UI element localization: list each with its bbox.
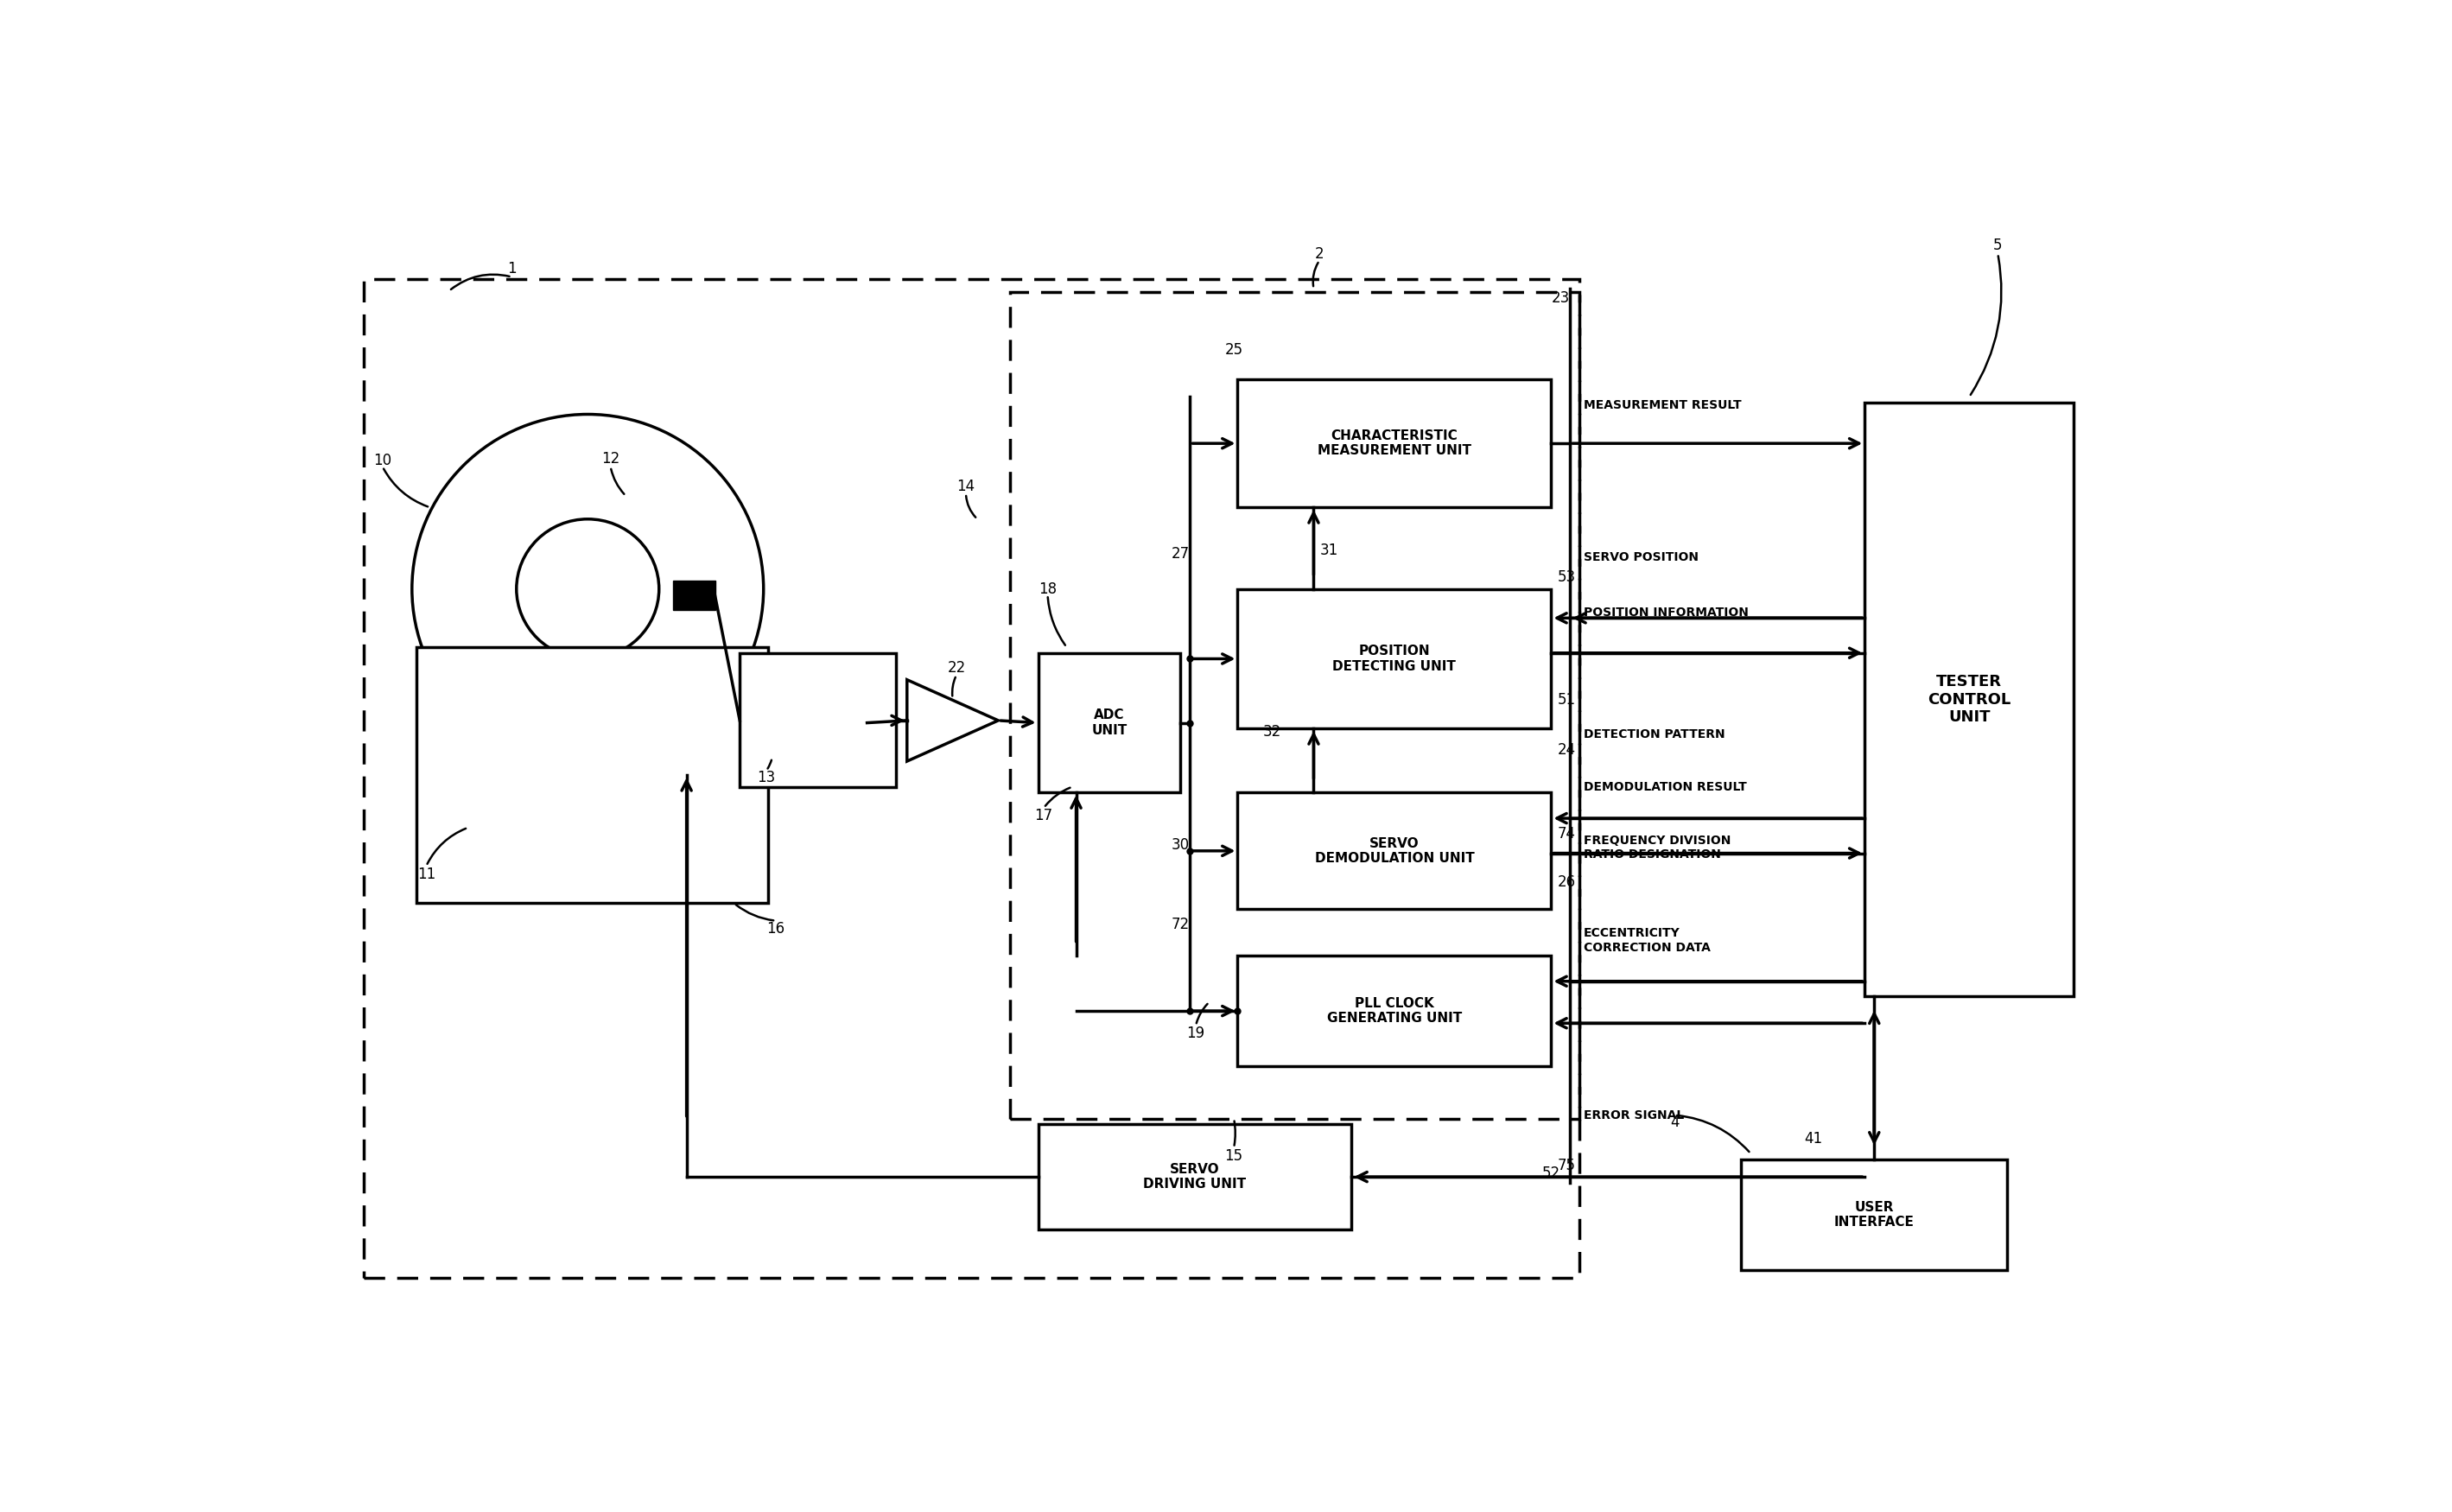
Text: TESTER
CONTROL
UNIT: TESTER CONTROL UNIT bbox=[1927, 674, 2011, 726]
Text: SERVO POSITION: SERVO POSITION bbox=[1584, 552, 1699, 564]
Text: 31: 31 bbox=[1319, 543, 1339, 558]
Text: 23: 23 bbox=[1552, 290, 1569, 305]
FancyBboxPatch shape bbox=[1238, 588, 1552, 729]
Text: 52: 52 bbox=[1542, 1166, 1559, 1181]
FancyBboxPatch shape bbox=[1037, 1125, 1351, 1229]
Text: USER
INTERFACE: USER INTERFACE bbox=[1834, 1201, 1915, 1229]
Text: 51: 51 bbox=[1557, 692, 1577, 708]
Text: POSITION
DETECTING UNIT: POSITION DETECTING UNIT bbox=[1334, 644, 1456, 673]
Text: 18: 18 bbox=[1040, 581, 1057, 597]
Text: 11: 11 bbox=[417, 866, 436, 881]
Text: 25: 25 bbox=[1224, 343, 1243, 358]
Text: 74: 74 bbox=[1557, 826, 1577, 841]
Text: 41: 41 bbox=[1805, 1131, 1822, 1146]
Text: DETECTION PATTERN: DETECTION PATTERN bbox=[1584, 729, 1724, 741]
Text: 72: 72 bbox=[1172, 916, 1189, 931]
Text: 5: 5 bbox=[1993, 237, 2003, 253]
Text: 19: 19 bbox=[1187, 1025, 1204, 1042]
FancyBboxPatch shape bbox=[741, 653, 895, 786]
Text: MEASUREMENT RESULT: MEASUREMENT RESULT bbox=[1584, 399, 1741, 411]
Text: 22: 22 bbox=[946, 661, 966, 676]
Text: ADC
UNIT: ADC UNIT bbox=[1091, 709, 1128, 736]
Text: 27: 27 bbox=[1172, 546, 1189, 562]
Text: 16: 16 bbox=[767, 921, 785, 936]
Ellipse shape bbox=[412, 414, 763, 764]
FancyBboxPatch shape bbox=[1238, 380, 1552, 508]
Text: SERVO
DRIVING UNIT: SERVO DRIVING UNIT bbox=[1143, 1163, 1246, 1191]
Ellipse shape bbox=[517, 519, 660, 659]
Text: 32: 32 bbox=[1263, 724, 1280, 739]
Text: ERROR SIGNAL: ERROR SIGNAL bbox=[1584, 1110, 1685, 1122]
FancyBboxPatch shape bbox=[1238, 792, 1552, 909]
Text: 2: 2 bbox=[1314, 246, 1324, 262]
Text: ECCENTRICITY
CORRECTION DATA: ECCENTRICITY CORRECTION DATA bbox=[1584, 927, 1711, 954]
FancyBboxPatch shape bbox=[1866, 402, 2074, 996]
FancyBboxPatch shape bbox=[1741, 1160, 2008, 1270]
FancyBboxPatch shape bbox=[1238, 956, 1552, 1066]
FancyBboxPatch shape bbox=[674, 581, 716, 609]
Text: 4: 4 bbox=[1670, 1114, 1680, 1129]
Text: 30: 30 bbox=[1172, 838, 1189, 853]
Text: FREQUENCY DIVISION
RATIO DESIGNATION: FREQUENCY DIVISION RATIO DESIGNATION bbox=[1584, 835, 1731, 860]
Text: 17: 17 bbox=[1035, 809, 1052, 824]
Text: POSITION INFORMATION: POSITION INFORMATION bbox=[1584, 606, 1748, 618]
Text: 12: 12 bbox=[601, 451, 620, 466]
Polygon shape bbox=[907, 680, 998, 761]
Text: CHARACTERISTIC
MEASUREMENT UNIT: CHARACTERISTIC MEASUREMENT UNIT bbox=[1317, 429, 1471, 458]
Text: 26: 26 bbox=[1557, 874, 1577, 891]
Text: DEMODULATION RESULT: DEMODULATION RESULT bbox=[1584, 780, 1746, 792]
Text: 75: 75 bbox=[1557, 1158, 1577, 1173]
Text: 15: 15 bbox=[1224, 1148, 1243, 1164]
FancyBboxPatch shape bbox=[417, 647, 767, 903]
Text: 13: 13 bbox=[758, 770, 775, 785]
Text: PLL CLOCK
GENERATING UNIT: PLL CLOCK GENERATING UNIT bbox=[1327, 996, 1461, 1025]
Text: SERVO
DEMODULATION UNIT: SERVO DEMODULATION UNIT bbox=[1314, 836, 1474, 865]
Text: 14: 14 bbox=[956, 479, 976, 494]
Text: 1: 1 bbox=[508, 262, 517, 277]
Text: 53: 53 bbox=[1557, 570, 1577, 585]
Text: 24: 24 bbox=[1557, 742, 1577, 758]
FancyBboxPatch shape bbox=[1037, 653, 1182, 792]
Text: 10: 10 bbox=[373, 454, 392, 469]
